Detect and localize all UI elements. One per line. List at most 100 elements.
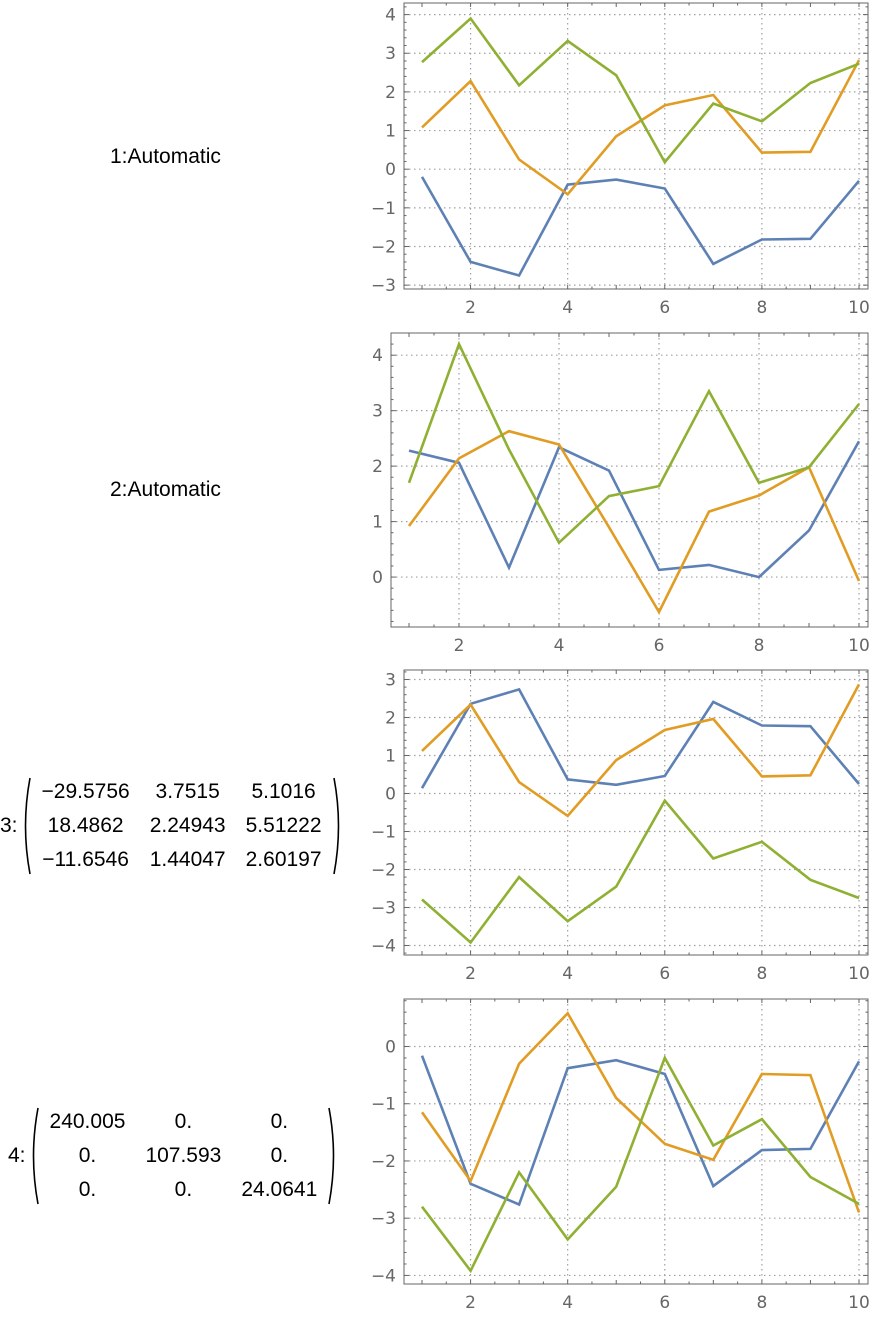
line-series2 (421, 59, 861, 197)
y-tick-label: 0 (385, 1038, 396, 1058)
left-paren-icon (20, 776, 32, 876)
y-tick-label: −2 (371, 1152, 396, 1172)
matrix-3-table: −29.5756 3.7515 5.1016 18.4862 2.24943 5… (32, 775, 332, 877)
y-tick-label: 3 (385, 671, 396, 691)
row-2-spec: Automatic (127, 478, 221, 501)
x-tick-label: 4 (562, 298, 573, 318)
matrix-cell: 240.005 (49, 1110, 126, 1133)
matrix-cell: 107.593 (145, 1144, 222, 1167)
x-tick-label: 4 (562, 1293, 573, 1313)
y-tick-label: −2 (371, 237, 396, 257)
y-tick-label: 1 (385, 747, 396, 767)
y-tick-label: 1 (385, 122, 396, 142)
y-tick-label: 4 (372, 346, 383, 366)
matrix-cell: −29.5756 (41, 780, 130, 803)
y-tick-label: 3 (372, 402, 383, 422)
y-tick-label: −1 (371, 199, 396, 219)
line-series3 (407, 340, 861, 545)
y-tick-label: 3 (385, 44, 396, 64)
line-series3 (420, 1054, 860, 1274)
right-paren-icon (327, 1106, 339, 1206)
x-tick-label: 10 (848, 1293, 870, 1313)
x-tick-label: 8 (754, 636, 765, 656)
left-paren-icon (28, 1106, 40, 1206)
y-tick-label: 4 (385, 6, 396, 26)
x-tick-label: 8 (756, 964, 767, 984)
x-tick-label: 8 (756, 298, 767, 318)
x-tick-label: 8 (756, 1293, 767, 1313)
y-tick-label: −1 (371, 1095, 396, 1115)
y-tick-label: 0 (385, 785, 396, 805)
y-tick-label: 1 (372, 513, 383, 533)
line-series2 (421, 683, 861, 818)
line-series3 (421, 798, 860, 945)
matrix-cell: 3.7515 (155, 780, 220, 803)
matrix-cell: −11.6546 (42, 848, 129, 871)
x-tick-label: 4 (554, 636, 565, 656)
y-tick-label: −3 (371, 276, 396, 296)
line-series3 (421, 16, 860, 165)
right-paren-icon (332, 776, 344, 876)
matrix-cell: 0. (270, 1110, 289, 1133)
chart-3: 2 4 6 8 10 −4 −3 −2 −1 0 1 2 3 (371, 669, 870, 984)
x-tick-label: 4 (562, 964, 573, 984)
y-tick-label: −3 (371, 899, 396, 919)
matrix-cell: 0. (174, 1178, 193, 1201)
matrix-cell: 18.4862 (47, 814, 124, 837)
row-3-matrix: 3: −29.5756 3.7515 5.1016 18.4862 2.2494… (0, 775, 344, 877)
row-1-index: 1: (110, 145, 128, 168)
x-tick-label: 10 (848, 964, 870, 984)
chart-4: 2 4 6 8 10 −4 −3 −2 −1 0 (371, 998, 870, 1313)
matrix-cell: 0. (78, 1144, 97, 1167)
row-1-label: 1:Automatic (110, 145, 221, 169)
line-series1 (420, 687, 860, 789)
matrix-cell: 1.44047 (149, 848, 226, 871)
line-series1 (420, 1055, 861, 1207)
matrix-cell: 0. (78, 1178, 97, 1201)
matrix-cell: 0. (174, 1110, 193, 1133)
x-tick-label: 2 (465, 298, 476, 318)
row-4-index: 4: (8, 1144, 26, 1167)
matrix-cell: 0. (270, 1144, 289, 1167)
line-series1 (408, 440, 861, 579)
y-tick-label: 2 (372, 457, 383, 477)
x-tick-label: 10 (848, 636, 870, 656)
y-tick-label: −4 (371, 1266, 396, 1286)
x-tick-label: 2 (465, 964, 476, 984)
plot-frame (403, 998, 869, 1285)
y-tick-label: 2 (385, 83, 396, 103)
matrix-cell: 5.1016 (251, 780, 316, 803)
y-tick-label: −4 (371, 937, 396, 957)
plot-frame (403, 669, 869, 956)
line-series2 (420, 1011, 861, 1213)
row-3-index: 3: (0, 814, 18, 837)
x-tick-label: 2 (465, 1293, 476, 1313)
y-tick-label: −2 (371, 861, 396, 881)
row-4-matrix: 4: 240.005 0. 0. 0. 107.593 0. 0. 0. 24.… (8, 1105, 339, 1207)
chart-2: 2 4 6 8 10 0 1 2 3 4 (372, 332, 870, 656)
plot-frame (403, 2, 869, 290)
matrix-cell: 24.0641 (241, 1178, 318, 1201)
x-tick-label: 10 (848, 298, 870, 318)
matrix-cell: 2.24943 (149, 814, 226, 837)
plot-frame (390, 332, 869, 628)
row-2-index: 2: (110, 478, 128, 501)
line-series2 (407, 429, 861, 615)
row-2-label: 2:Automatic (110, 478, 221, 502)
x-tick-label: 6 (659, 298, 670, 318)
row-1-spec: Automatic (127, 145, 221, 168)
y-tick-label: 2 (385, 709, 396, 729)
matrix-cell: 5.51222 (245, 814, 322, 837)
matrix-cell: 2.60197 (245, 848, 322, 871)
x-tick-label: 6 (659, 964, 670, 984)
chart-1: 2 4 6 8 10 −3 −2 −1 0 1 2 3 4 (371, 2, 870, 318)
x-tick-label: 6 (654, 636, 665, 656)
y-tick-label: 0 (385, 160, 396, 180)
x-tick-label: 6 (659, 1293, 670, 1313)
y-tick-label: 0 (372, 568, 383, 588)
y-tick-label: −1 (371, 823, 396, 843)
x-tick-label: 2 (454, 636, 465, 656)
matrix-4-table: 240.005 0. 0. 0. 107.593 0. 0. 0. 24.064… (40, 1105, 328, 1207)
y-tick-label: −3 (371, 1209, 396, 1229)
